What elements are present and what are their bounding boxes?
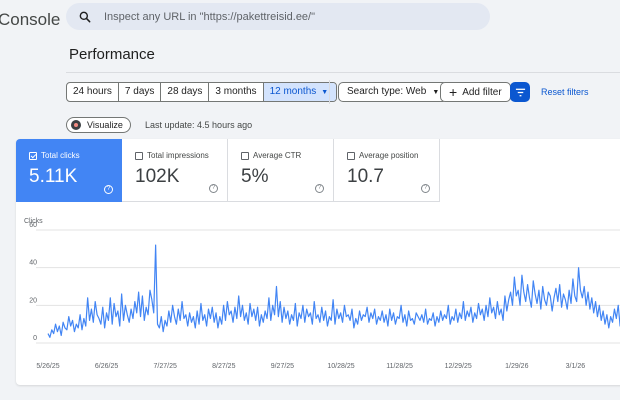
metric-average-position[interactable]: Average position 10.7 ?: [334, 139, 440, 202]
search-type-label: Search type: Web: [347, 86, 427, 97]
metric-total-clicks[interactable]: Total clicks 5.11K ?: [16, 139, 122, 202]
checkbox-icon: [241, 151, 249, 160]
date-range-selector: 24 hours 7 days 28 days 3 months 12 mont…: [66, 82, 338, 102]
metric-label: Average CTR: [253, 151, 302, 160]
checkbox-icon: [347, 151, 355, 160]
metric-label-row: Total clicks: [29, 151, 80, 160]
metric-value: 102K: [135, 166, 180, 187]
date-option-3-months[interactable]: 3 months: [209, 83, 264, 101]
metric-label: Total clicks: [41, 151, 80, 160]
date-option-7-days[interactable]: 7 days: [119, 83, 162, 101]
checkbox-icon: [135, 151, 143, 160]
y-tick-label: 0: [33, 335, 37, 342]
date-option-24-hours[interactable]: 24 hours: [67, 83, 119, 101]
y-tick-label: 20: [29, 297, 37, 304]
metric-label-row: Average position: [347, 151, 418, 160]
y-tick-label: 40: [29, 260, 37, 267]
search-type-dropdown[interactable]: Search type: Web ▼: [338, 82, 449, 102]
add-filter-button[interactable]: + Add filter: [440, 82, 511, 102]
metric-value: 5.11K: [29, 166, 78, 187]
metric-average-ctr[interactable]: Average CTR 5% ?: [228, 139, 334, 202]
clicks-chart: Clicks 0 20 40 60 5/26/25 6/26/25 7/27/25 8/27/2…: [24, 218, 620, 370]
url-inspection-search[interactable]: [66, 3, 490, 30]
help-icon[interactable]: ?: [104, 185, 113, 194]
metric-value: 5%: [241, 166, 269, 187]
y-tick-label: 60: [29, 222, 37, 229]
x-tick-label: 8/27/25: [212, 363, 235, 370]
reset-filters-link[interactable]: Reset filters: [541, 87, 589, 97]
date-option-12-months[interactable]: 12 months ▼: [263, 83, 337, 101]
metric-label-row: Average CTR: [241, 151, 301, 160]
filter-icon: [515, 88, 525, 96]
x-tick-label: 12/29/25: [445, 363, 472, 370]
x-tick-label: 11/28/25: [386, 363, 413, 370]
x-tick-label: 10/28/25: [327, 363, 354, 370]
metric-label: Total impressions: [147, 151, 209, 160]
x-tick-label: 6/26/25: [95, 363, 118, 370]
filter-toggle-button[interactable]: [510, 82, 530, 102]
metric-total-impressions[interactable]: Total impressions 102K ?: [122, 139, 228, 202]
caret-down-icon: ▼: [321, 89, 329, 96]
add-filter-label: Add filter: [462, 87, 502, 98]
date-option-12-months-label: 12 months: [269, 86, 317, 97]
metric-label: Average position: [359, 151, 419, 160]
app-title: Console: [0, 10, 61, 29]
visualize-button[interactable]: Visualize: [66, 117, 131, 133]
checkbox-checked-icon: [29, 151, 37, 160]
performance-card: Total clicks 5.11K ? Total impressions 1…: [16, 139, 620, 385]
y-axis-label: Clicks: [24, 218, 43, 225]
url-inspection-input[interactable]: [104, 10, 464, 23]
x-tick-label: 7/27/25: [154, 363, 177, 370]
page-title: Performance: [69, 46, 155, 63]
search-icon: [79, 11, 91, 22]
x-tick-label: 3/1/26: [566, 363, 586, 370]
last-update-text: Last update: 4.5 hours ago: [145, 120, 253, 130]
metric-value: 10.7: [347, 166, 384, 187]
visualize-label: Visualize: [87, 120, 123, 130]
x-tick-label: 5/26/25: [36, 363, 59, 370]
x-tick-label: 1/29/26: [505, 363, 528, 370]
header-divider: [66, 72, 620, 73]
x-tick-label: 9/27/25: [271, 363, 294, 370]
help-icon[interactable]: ?: [421, 184, 430, 193]
plus-icon: +: [449, 84, 458, 100]
visualize-icon: [71, 120, 81, 130]
metric-label-row: Total impressions: [135, 151, 209, 160]
date-option-28-days[interactable]: 28 days: [161, 83, 210, 101]
clicks-series-line: [47, 244, 620, 338]
help-icon[interactable]: ?: [315, 184, 324, 193]
filter-divider: [329, 80, 330, 104]
help-icon[interactable]: ?: [209, 184, 218, 193]
caret-down-icon: ▼: [432, 89, 440, 96]
